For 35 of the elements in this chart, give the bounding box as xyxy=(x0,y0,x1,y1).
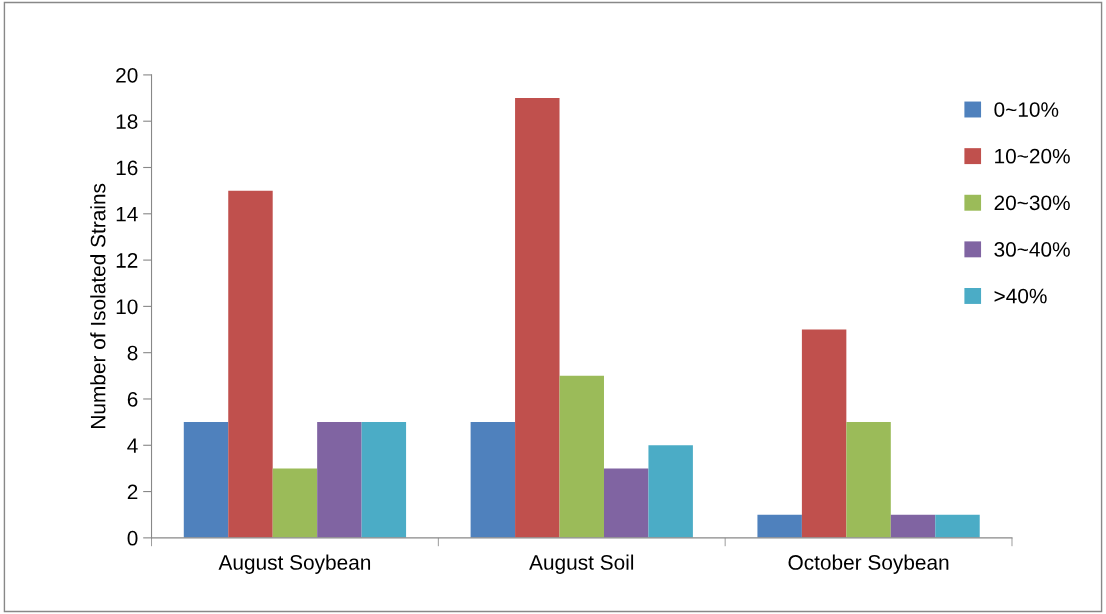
y-tick-label: 10 xyxy=(116,299,138,315)
legend-label: 0~10% xyxy=(994,102,1059,117)
legend-label: 20~30% xyxy=(994,195,1070,211)
x-tick-label: October Soybean xyxy=(788,554,949,574)
legend-label: 30~40% xyxy=(994,242,1070,257)
y-tick-label: 12 xyxy=(116,253,138,268)
y-tick-label: 18 xyxy=(116,114,138,129)
bar xyxy=(272,468,318,538)
y-tick-label: 8 xyxy=(127,345,138,361)
bar xyxy=(890,514,936,538)
bar xyxy=(648,445,693,538)
y-tick-label: 6 xyxy=(127,391,138,407)
bar xyxy=(935,514,980,538)
bar xyxy=(317,422,362,538)
y-axis-title: Number of Isolated Strains xyxy=(90,183,106,428)
y-tick-label: 4 xyxy=(127,438,138,453)
bar xyxy=(846,422,891,538)
legend-label: 10~20% xyxy=(995,148,1070,164)
y-tick-label: 14 xyxy=(116,207,138,222)
bar xyxy=(757,514,802,538)
y-tick-label: 0 xyxy=(127,530,138,546)
legend-label: >40% xyxy=(994,288,1047,304)
bar xyxy=(515,98,560,538)
bar xyxy=(801,329,847,538)
x-tick-label: August Soybean xyxy=(218,554,371,574)
bar xyxy=(559,375,604,538)
bar xyxy=(183,422,229,538)
y-tick-label: 16 xyxy=(116,160,138,176)
bar xyxy=(603,468,649,538)
bar xyxy=(470,422,516,538)
bar xyxy=(228,190,273,538)
y-tick-label: 20 xyxy=(116,67,138,83)
bar xyxy=(361,422,407,538)
y-tick-label: 2 xyxy=(127,484,138,500)
x-tick-label: August Soil xyxy=(529,554,634,574)
